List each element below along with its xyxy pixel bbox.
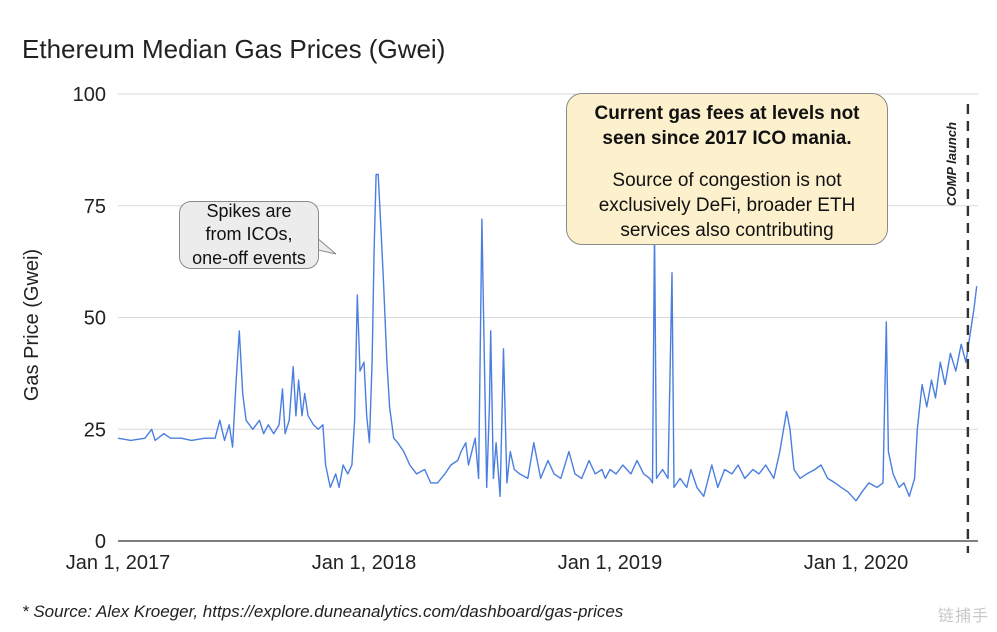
x-tick-label: Jan 1, 2020 (804, 552, 909, 574)
comp-launch-marker: COMP launch (944, 104, 970, 553)
body-line-1: Source of congestion is not (612, 170, 842, 192)
y-tick-labels: 0 25 50 75 100 (73, 84, 106, 553)
congestion-callout-headline: Current gas fees at levels not seen sinc… (581, 102, 873, 151)
spikes-callout-line-2: from ICOs, (205, 224, 293, 245)
x-tick-label: Jan 1, 2017 (66, 552, 171, 574)
source-footnote: * Source: Alex Kroeger, https://explore.… (22, 602, 624, 621)
spikes-callout-line-1: Spikes are (206, 200, 292, 221)
chart-title: Ethereum Median Gas Prices (Gwei) (22, 34, 445, 64)
headline-line-2: seen since 2017 ICO mania. (602, 127, 852, 149)
y-tick-label: 100 (73, 84, 106, 106)
y-tick-label: 25 (84, 419, 106, 441)
y-tick-label: 75 (84, 196, 106, 218)
x-tick-label: Jan 1, 2019 (558, 552, 663, 574)
body-line-3: services also contributing (620, 219, 834, 241)
spikes-callout: Spikes are from ICOs, one-off events (179, 201, 319, 269)
congestion-callout-body: Source of congestion is not exclusively … (581, 169, 873, 243)
x-tick-label: Jan 1, 2018 (312, 552, 417, 574)
comp-launch-label: COMP launch (944, 122, 959, 206)
y-axis-label: Gas Price (Gwei) (21, 249, 43, 401)
spikes-callout-line-3: one-off events (192, 247, 306, 268)
y-tick-label: 50 (84, 308, 106, 330)
congestion-callout: Current gas fees at levels not seen sinc… (566, 93, 888, 245)
series-line (117, 173, 978, 502)
y-tick-label: 0 (95, 531, 106, 553)
watermark-logo: 链捕手 (937, 606, 989, 625)
x-tick-labels: Jan 1, 2017 Jan 1, 2018 Jan 1, 2019 Jan 1, … (66, 552, 909, 574)
body-line-2: exclusively DeFi, broader ETH (598, 195, 856, 217)
series-layer (117, 173, 978, 502)
headline-line-1: Current gas fees at levels not (594, 103, 860, 124)
